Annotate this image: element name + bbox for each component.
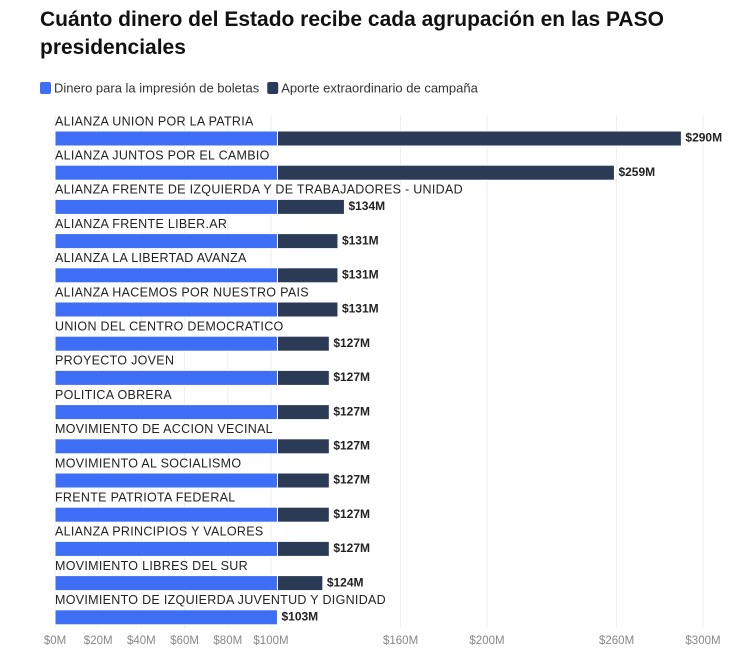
bar-segment (54, 233, 278, 250)
total-label: $127M (333, 438, 370, 452)
total-label: $131M (342, 267, 379, 281)
legend-label: Aporte extraordinario de campaña (281, 80, 478, 95)
total-label: $103M (281, 609, 318, 623)
bar-segment (54, 267, 278, 284)
bar-segment (276, 301, 339, 318)
category-label: ALIANZA HACEMOS POR NUESTRO PAIS (55, 285, 309, 299)
category-label: ALIANZA LA LIBERTAD AVANZA (55, 251, 247, 265)
category-label: POLITICA OBRERA (55, 388, 172, 402)
category-label: ALIANZA FRENTE DE IZQUIERDA Y DE TRABAJA… (55, 183, 463, 197)
legend-swatch (40, 82, 51, 94)
bar-segment (276, 164, 615, 181)
x-tick-label: $100M (253, 635, 288, 647)
x-tick-label: $200M (469, 635, 504, 647)
title-box: Cuánto dinero del Estado recibe cada agr… (40, 8, 664, 59)
total-label: $127M (333, 473, 370, 487)
bar-segment (276, 267, 339, 284)
total-label: $127M (333, 404, 370, 418)
total-label: $127M (333, 541, 370, 555)
bar-segment (54, 575, 278, 592)
bar-segment (54, 609, 278, 626)
total-label: $127M (333, 507, 370, 521)
x-tick-label: $80M (213, 635, 242, 647)
bar-segment (54, 506, 278, 523)
total-label: $134M (348, 199, 385, 213)
x-tick-label: $300M (685, 635, 720, 647)
bar-segment (276, 506, 330, 523)
bar-segment (54, 301, 278, 318)
total-label: $127M (333, 370, 370, 384)
category-label: MOVIMIENTO AL SOCIALISMO (55, 456, 241, 470)
x-tick-label: $20M (84, 635, 113, 647)
total-label: $127M (333, 336, 370, 350)
bar-segment (276, 575, 324, 592)
x-tick-label: $60M (170, 635, 199, 647)
x-tick-label: $260M (599, 635, 634, 647)
legend-label: Dinero para la impresión de boletas (54, 80, 260, 95)
bar-segment (276, 369, 330, 386)
category-label: MOVIMIENTO LIBRES DEL SUR (55, 559, 248, 573)
category-label: UNION DEL CENTRO DEMOCRATICO (55, 319, 284, 333)
total-label: $131M (342, 302, 379, 316)
bar-segment (276, 130, 682, 147)
bar-segment (276, 540, 330, 557)
bar-segment (54, 369, 278, 386)
category-label: ALIANZA JUNTOS POR EL CAMBIO (55, 148, 270, 162)
bar-segment (276, 198, 345, 215)
bar-segment (54, 164, 278, 181)
x-tick-label: $0M (44, 635, 66, 647)
category-label: MOVIMIENTO DE IZQUIERDA JUVENTUD Y DIGNI… (55, 593, 386, 607)
category-label: ALIANZA PRINCIPIOS Y VALORES (55, 525, 263, 539)
category-label: PROYECTO JOVEN (55, 354, 174, 368)
chart-title: Cuánto dinero del Estado recibe cada agr… (40, 8, 664, 59)
bar-segment (276, 472, 330, 489)
bar-segment (54, 540, 278, 557)
legend-swatch (267, 82, 279, 94)
bar-segment (54, 404, 278, 421)
category-label: FRENTE PATRIOTA FEDERAL (55, 490, 236, 504)
bar-segment (276, 335, 330, 352)
bar-segment (276, 233, 339, 250)
bar-segment (276, 438, 330, 455)
total-label: $124M (327, 575, 364, 589)
category-label: ALIANZA FRENTE LIBER.AR (55, 217, 227, 231)
bar-segment (54, 130, 278, 147)
category-label: ALIANZA UNION POR LA PATRIA (55, 114, 254, 128)
bar-segment (54, 335, 278, 352)
total-label: $131M (342, 233, 379, 247)
bar-segment (54, 438, 278, 455)
total-label: $259M (618, 165, 655, 179)
x-tick-label: $160M (383, 635, 418, 647)
total-label: $290M (685, 131, 722, 145)
bar-segment (54, 198, 278, 215)
bar-segment (276, 404, 330, 421)
bar-segment (54, 472, 278, 489)
x-tick-label: $40M (127, 635, 156, 647)
category-label: MOVIMIENTO DE ACCION VECINAL (55, 422, 273, 436)
